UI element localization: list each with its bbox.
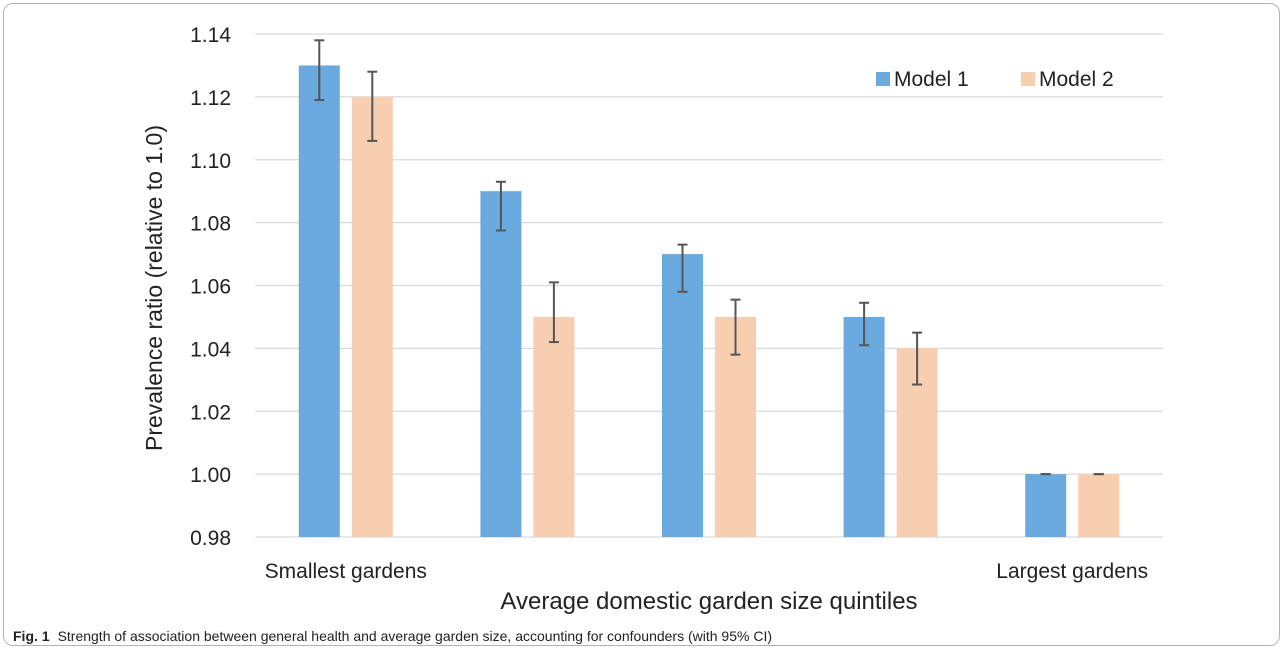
legend: Model 1 Model 2 — [876, 68, 1114, 91]
x-axis-label: Average domestic garden size quintiles — [500, 588, 917, 615]
y-axis-ticks: 0.98 1.00 1.02 1.04 1.06 1.08 1.10 1.12 1.14 — [190, 24, 231, 550]
bar-chart: 0.98 1.00 1.02 1.04 1.06 1.08 1.10 1.12 1.14 Sma… — [141, 24, 1163, 615]
legend-label: Model 1 — [894, 68, 969, 91]
figure-caption: Fig. 1 Strength of association between ge… — [13, 628, 772, 644]
x-tick-label: Largest gardens — [996, 560, 1148, 583]
y-tick-label: 1.00 — [190, 464, 231, 487]
legend-swatch — [1021, 72, 1035, 86]
y-tick-label: 1.04 — [190, 338, 231, 361]
bar-model-1 — [298, 65, 340, 537]
x-tick-label: Smallest gardens — [265, 560, 427, 583]
legend-swatch — [876, 72, 890, 86]
bar-model-2 — [533, 316, 575, 537]
y-tick-label: 0.98 — [190, 527, 231, 550]
figure-frame — [3, 3, 1280, 646]
legend-label: Model 2 — [1039, 68, 1114, 91]
bars — [298, 65, 1120, 537]
gridlines — [255, 33, 1163, 538]
y-tick-label: 1.12 — [190, 87, 231, 110]
bar-model-2 — [351, 96, 393, 537]
bar-model-1 — [843, 316, 885, 537]
y-tick-label: 1.02 — [190, 401, 231, 424]
y-tick-label: 1.10 — [190, 150, 231, 173]
caption-text: Strength of association between general … — [57, 628, 773, 644]
y-axis-label: Prevalence ratio (relative to 1.0) — [141, 125, 167, 451]
y-tick-label: 1.06 — [190, 276, 231, 299]
error-bars — [314, 39, 1104, 476]
y-tick-label: 1.08 — [190, 213, 231, 236]
y-tick-label: 1.14 — [190, 24, 231, 47]
bar-model-1 — [662, 254, 703, 537]
caption-label: Fig. 1 — [13, 628, 50, 644]
bar-model-2 — [1078, 474, 1120, 537]
bar-model-1 — [1025, 474, 1067, 537]
bar-model-1 — [480, 191, 522, 537]
x-axis-ticks: Smallest gardens Largest gardens — [265, 560, 1148, 583]
